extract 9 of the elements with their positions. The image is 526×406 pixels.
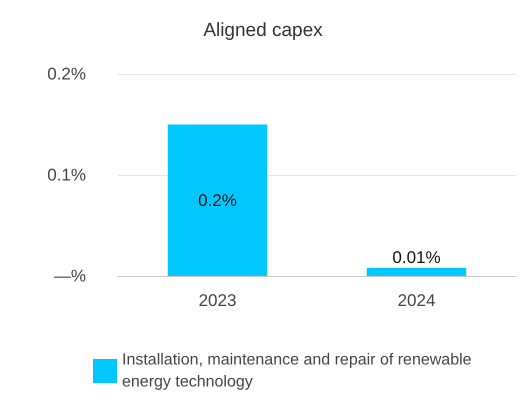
y-tick-label: 0.2% bbox=[47, 64, 86, 84]
data-label: 0.2% bbox=[198, 190, 237, 210]
x-tick-label: 2024 bbox=[398, 291, 436, 310]
chart-title: Aligned capex bbox=[203, 20, 324, 41]
x-tick-label: 2023 bbox=[198, 291, 236, 310]
y-tick-label: —% bbox=[54, 266, 86, 286]
data-label: 0.01% bbox=[392, 248, 441, 267]
legend-label: Installation, maintenance and repair of renewable energy technology bbox=[122, 352, 476, 390]
y-tick-label: 0.1% bbox=[47, 166, 86, 184]
